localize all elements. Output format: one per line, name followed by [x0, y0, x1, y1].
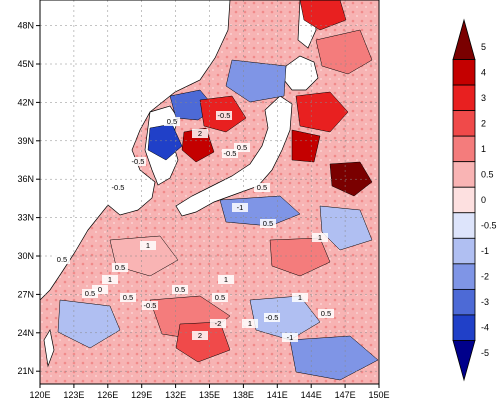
lat-tick-label: 36N: [17, 174, 34, 184]
contour-label: 0.5: [167, 117, 177, 126]
map-plot-area: 0.510.5-0.5-10.5-0.520.51-0.5 0.510.5-20.…: [39, 0, 380, 385]
lon-tick-label: 147E: [335, 390, 356, 400]
colorbar-segment: [452, 110, 476, 137]
contour-label: 2: [198, 129, 202, 138]
colorbar-label: 5: [481, 42, 486, 52]
contour-label: 0.5: [321, 309, 331, 318]
colorbar-segment: [452, 186, 476, 214]
lat-tick-label: 45N: [17, 59, 34, 69]
colorbar-label: 0: [481, 195, 486, 205]
lat-tick-label: 39N: [17, 136, 34, 146]
colorbar-label: -1: [481, 246, 489, 256]
anomaly-patches: [57, 0, 379, 381]
lat-tick-label: 24N: [17, 328, 34, 338]
land-taiwan: [43, 329, 55, 368]
colorbar-label: -5: [481, 348, 489, 358]
contour-label: 0.5: [263, 219, 273, 228]
colorbar-label: 0.5: [481, 169, 494, 179]
colorbar-segment: [452, 212, 476, 239]
contour-label: 0.5: [123, 293, 133, 302]
colorbar-segment: [452, 314, 476, 341]
contour-label: 2: [198, 331, 202, 340]
colorbar-segment: [452, 288, 476, 316]
lon-tick-label: 126E: [97, 390, 118, 400]
lon-tick-label: 138E: [233, 390, 254, 400]
colorbar: 5 4 3 2 1 0.5 0 -0.5 -1 -2 -3 -4 -5: [452, 18, 497, 382]
contour-label: -2: [215, 319, 222, 328]
colorbar-label: -3: [481, 297, 489, 307]
contour-label: -0.5: [266, 313, 279, 322]
colorbar-segment: [452, 161, 476, 188]
colorbar-label: -4: [481, 323, 489, 333]
colorbar-bottom-triangle: [452, 340, 476, 382]
contour-label: -0.5: [132, 157, 145, 166]
colorbar-label: 3: [481, 93, 486, 103]
lat-tick-label: 30N: [17, 251, 34, 261]
contour-label: -1: [237, 203, 244, 212]
colorbar-segment: [452, 263, 476, 290]
contour-label: 0.5: [237, 143, 247, 152]
lat-tick-label: 21N: [17, 366, 34, 376]
contour-label: -0.5: [224, 149, 237, 158]
colorbar-segment: [452, 237, 476, 265]
contour-labels: 0.510.5-0.5-10.5-0.520.51-0.5 0.510.5-20.…: [54, 111, 334, 342]
land-japan-honshu: [175, 95, 293, 217]
contour-label: 1: [224, 275, 228, 284]
contour-label: 1: [318, 233, 322, 242]
land-mainland: [39, 0, 231, 301]
contour-label: -0.5: [112, 183, 125, 192]
colorbar-segment: [452, 84, 476, 112]
lon-tick-label: 135E: [199, 390, 220, 400]
lat-tick-label: 27N: [17, 289, 34, 299]
colorbar-label: 4: [481, 67, 486, 77]
lon-tick-label: 123E: [63, 390, 84, 400]
contour-label: 1: [108, 275, 112, 284]
colorbar-top-triangle: [452, 18, 476, 60]
lon-tick-label: 150E: [368, 390, 389, 400]
colorbar-label: 2: [481, 118, 486, 128]
lon-tick-label: 120E: [29, 390, 50, 400]
contour-label: 0: [98, 285, 102, 294]
contour-label: 1: [298, 293, 302, 302]
lon-tick-label: 141E: [267, 390, 288, 400]
contour-label: 0.5: [115, 263, 125, 272]
lat-tick-label: 42N: [17, 97, 34, 107]
contour-label: 1: [248, 319, 252, 328]
lon-tick-label: 132E: [165, 390, 186, 400]
land-hokkaido: [283, 55, 319, 91]
contour-label: 0.5: [175, 285, 185, 294]
lon-tick-label: 144E: [301, 390, 322, 400]
colorbar-segment: [452, 59, 476, 86]
longitude-axis: 120E 123E 126E 129E 132E 135E 138E 141E 144E 147E…: [29, 384, 390, 400]
colorbar-label: -2: [481, 272, 489, 282]
contour-label: 0.5: [57, 255, 67, 264]
colorbar-label: -0.5: [481, 221, 497, 231]
colorbar-label: 1: [481, 144, 486, 154]
colorbar-segment: [452, 135, 476, 163]
latitude-axis: 21N 24N 27N 30N 33N 36N 39N 42N 45N 48N: [17, 21, 40, 376]
contour-label: -1: [287, 333, 294, 342]
contour-label: -0.5: [218, 111, 231, 120]
lat-tick-label: 48N: [17, 21, 34, 31]
contour-label: 0.5: [215, 293, 225, 302]
contour-label: 0.5: [85, 289, 95, 298]
contour-label: 1: [146, 241, 150, 250]
lat-tick-label: 33N: [17, 213, 34, 223]
contour-label: 0.5: [257, 183, 267, 192]
lon-tick-label: 129E: [131, 390, 152, 400]
contour-label: -0.5: [144, 301, 157, 310]
